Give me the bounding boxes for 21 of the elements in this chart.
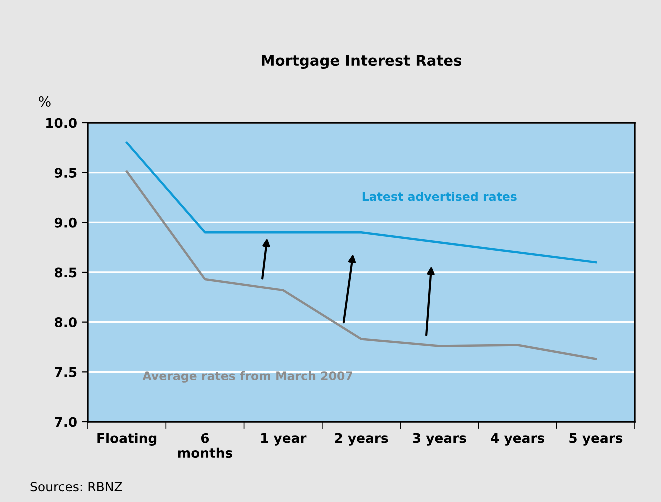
line-series <box>126 170 598 360</box>
text: Average rates from March 2007 <box>142 371 352 383</box>
y-tick-label: 10.0 <box>46 118 77 128</box>
x-tick-label: 5 years <box>570 433 623 446</box>
x-tick-label: Floating <box>98 433 157 446</box>
chart-title: Mortgage Interest Rates <box>262 55 462 70</box>
text: Latest advertised rates <box>362 192 517 202</box>
x-tick-label: 2 years <box>335 433 388 446</box>
line-series <box>126 142 598 264</box>
y-tick-label: 7.5 <box>55 368 77 378</box>
y-tick-label: 9.5 <box>54 168 77 178</box>
y-tick-label: 9.0 <box>54 218 77 228</box>
y-tick-label: 7.0 <box>55 417 77 428</box>
y-tick-label: 8.5 <box>55 268 77 278</box>
x-tick-label: 3 years <box>413 433 466 446</box>
y-tick-label: 8.0 <box>55 318 77 328</box>
source-note: Sources: RBNZ <box>30 482 122 492</box>
y-axis-title: % <box>39 96 51 108</box>
x-tick-label: 6 months <box>178 433 232 458</box>
x-tick-label: 4 years <box>491 433 544 446</box>
x-tick-label: 1 year <box>261 433 307 446</box>
